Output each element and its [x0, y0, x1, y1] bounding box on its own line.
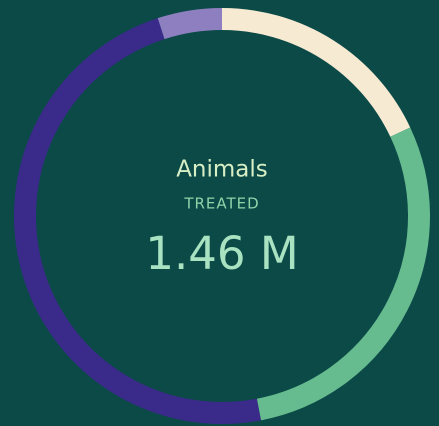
donut-segment [221, 8, 411, 137]
donut-segment [14, 18, 261, 424]
chart-title: Animals [176, 157, 268, 183]
chart-subtitle: TREATED [183, 195, 259, 213]
donut-segment [157, 8, 223, 40]
center-label: 1.46 M [145, 227, 298, 280]
donut-segment [256, 127, 430, 421]
